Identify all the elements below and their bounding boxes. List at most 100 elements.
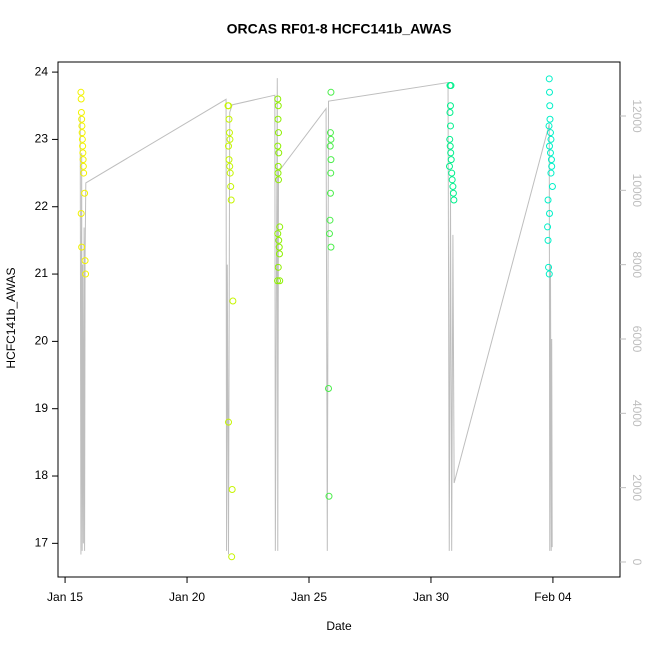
point [326,216,334,224]
y-tick-label: 19 [35,401,49,415]
point [274,142,282,150]
point [546,88,554,96]
point [327,135,335,143]
point [548,162,556,170]
y-tick-label: 23 [35,132,49,146]
y-tick-label: 18 [35,468,49,482]
point [449,183,457,191]
point [82,270,90,278]
point [275,149,283,157]
y-tick-label: 20 [35,334,49,348]
point [228,485,236,493]
point [274,230,282,238]
point [445,162,453,170]
y2-tick-label: 12000 [630,99,644,133]
point [275,250,283,258]
point [225,115,233,123]
point [325,492,333,500]
point [77,95,85,103]
point [546,102,554,110]
point [448,176,456,184]
point [327,243,335,251]
point [78,243,86,251]
point [274,95,282,103]
point [446,135,454,143]
plot-frame [57,61,621,578]
point [226,169,234,177]
point [274,102,282,110]
point [228,553,236,561]
point [450,196,458,204]
point [225,142,233,150]
point [449,189,457,197]
point [547,135,555,143]
point [274,263,282,271]
point [546,115,554,123]
x-tick-label: Jan 30 [413,590,449,604]
point [79,156,87,164]
point [326,189,334,197]
point [225,156,233,164]
point [78,135,86,143]
altitude-line [79,78,553,555]
point [274,162,282,170]
y-tick-label: 21 [35,266,49,280]
point [274,169,282,177]
point [81,257,89,265]
x-tick-label: Jan 25 [291,590,327,604]
point [81,189,89,197]
point [79,162,87,170]
y2-tick-label: 4000 [630,400,644,427]
y2-tick-label: 0 [630,559,644,566]
point [545,263,553,271]
point [545,270,553,278]
point [79,142,87,150]
point [447,156,455,164]
y2-tick-label: 2000 [630,474,644,501]
point [79,149,87,157]
point [226,162,234,170]
point [544,223,552,231]
point [547,169,555,177]
point [327,156,335,164]
point [544,196,552,204]
point [327,169,335,177]
point [544,236,552,244]
point [275,129,283,137]
point [325,230,333,238]
point [225,102,233,110]
point [225,129,233,137]
point [226,135,234,143]
point [227,196,235,204]
y2-tick-label: 6000 [630,326,644,353]
point [276,277,284,285]
y-axis-label: HCFC141b_AWAS [4,267,18,368]
point [275,176,283,184]
point [448,169,456,177]
point [77,209,85,217]
point [77,88,85,96]
point [446,108,454,116]
x-tick-label: Feb 04 [534,590,572,604]
y-tick-label: 22 [35,199,49,213]
point [78,129,86,137]
point [545,122,553,130]
point [275,243,283,251]
chart-title: ORCAS RF01-8 HCFC141b_AWAS [227,21,452,37]
point [446,102,454,110]
y2-tick-label: 8000 [630,251,644,278]
point [227,183,235,191]
point [78,122,86,130]
point [446,142,454,150]
point [229,297,237,305]
y-tick-label: 17 [35,536,49,550]
point [446,122,454,130]
point [546,142,554,150]
point [327,88,335,96]
x-tick-label: Jan 15 [47,590,83,604]
point [548,183,556,191]
point [447,82,455,90]
point [274,115,282,123]
point [546,129,554,137]
